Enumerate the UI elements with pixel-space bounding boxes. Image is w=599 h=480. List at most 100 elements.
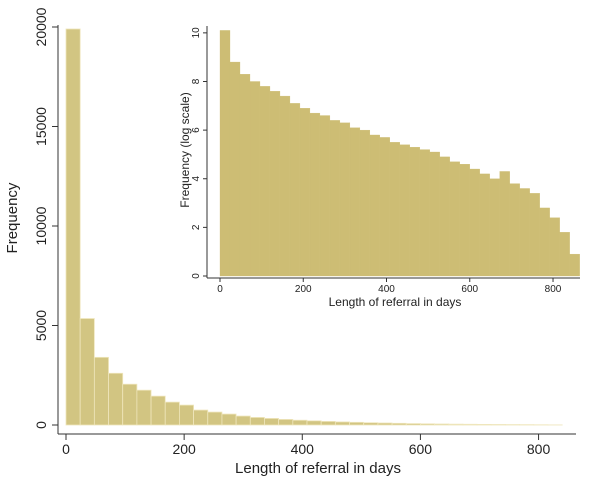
inset-y-tick-label: 8 [191, 78, 202, 84]
main-y-tick-label: 15000 [33, 107, 49, 146]
main-y-axis-title: Frequency [4, 182, 21, 253]
main-x-tick-label: 800 [527, 441, 551, 457]
inset-y-ticks: 0 2 4 6 8 10 [191, 27, 207, 279]
inset-bar [439, 156, 450, 277]
inset-bar [369, 134, 380, 277]
inset-y-tick-label: 6 [191, 127, 202, 133]
inset-bar [279, 95, 291, 277]
inset-bar [359, 129, 371, 277]
main-bar [434, 423, 450, 426]
inset-bar [549, 217, 560, 277]
main-bar [207, 411, 223, 426]
inset-y-axis-title: Frequency (log scale) [178, 92, 192, 207]
main-bar [193, 409, 209, 426]
main-bar [334, 421, 350, 426]
main-bar [490, 424, 506, 426]
main-bar [136, 389, 152, 426]
inset-x-tick-label: 400 [378, 284, 395, 295]
inset-bar [539, 207, 550, 277]
inset-bar [229, 61, 241, 277]
inset-bar [499, 171, 510, 277]
inset-bar [399, 144, 410, 277]
main-bar [179, 404, 194, 426]
inset-y-tick-label: 10 [191, 27, 202, 39]
main-bar [476, 423, 492, 426]
main-y-tick-label: 0 [33, 421, 49, 429]
inset-bar [389, 142, 400, 277]
main-bar [93, 356, 109, 426]
main-bar [278, 419, 294, 426]
inset-x-tick-label: 600 [461, 284, 478, 295]
inset-bar [469, 168, 480, 277]
inset-bar [289, 103, 301, 277]
inset-x-ticks: 0 200 400 600 800 [217, 278, 562, 295]
inset-bar [449, 161, 460, 277]
inset-bar [319, 115, 331, 277]
inset-bar [559, 232, 570, 277]
inset-bar [419, 149, 430, 277]
main-bar [448, 423, 464, 426]
inset-bar [249, 81, 261, 277]
main-bar [405, 423, 421, 426]
inset-histogram: 0 2 4 6 8 10 0 200 400 600 800 Length of referral… [172, 10, 582, 315]
inset-bar [259, 86, 271, 277]
main-bar [306, 420, 322, 426]
main-bar [320, 421, 336, 426]
inset-bar [519, 188, 530, 277]
main-bars [65, 28, 563, 426]
inset-y-tick-label: 2 [191, 224, 202, 230]
main-x-tick-label: 0 [62, 441, 70, 457]
main-x-axis-title: Length of referral in days [235, 460, 401, 477]
inset-bar [309, 112, 321, 277]
main-bar [122, 383, 138, 426]
main-bar [264, 418, 280, 426]
inset-bar [329, 120, 341, 277]
main-bar [249, 417, 265, 426]
main-x-tick-label: 400 [291, 441, 315, 457]
inset-bar [479, 173, 490, 277]
inset-bar [529, 193, 540, 277]
main-bar [363, 422, 379, 426]
inset-bar [459, 164, 470, 277]
inset-bar [569, 253, 580, 277]
main-y-tick-label: 10000 [33, 206, 49, 245]
main-bar [65, 28, 81, 426]
main-bar [79, 318, 95, 426]
main-bar [164, 401, 180, 426]
inset-bar [379, 137, 390, 277]
inset-bar [339, 122, 351, 277]
inset-bar [239, 74, 251, 277]
main-bar [420, 423, 436, 426]
main-bar [377, 422, 393, 426]
main-y-ticks: 0 5000 10000 15000 20000 [33, 7, 58, 429]
main-x-tick-label: 600 [409, 441, 433, 457]
inset-bar [269, 91, 281, 277]
inset-bar [429, 151, 440, 277]
inset-x-axis-title: Length of referral in days [329, 295, 462, 309]
inset-x-tick-label: 200 [295, 284, 312, 295]
inset-x-tick-label: 0 [217, 284, 223, 295]
main-y-tick-label: 20000 [33, 7, 49, 46]
inset-bar [349, 127, 361, 277]
main-bar [150, 395, 166, 426]
inset-bar [509, 183, 520, 277]
inset-bar [489, 178, 500, 277]
inset-bar [219, 30, 231, 277]
main-x-ticks: 0 200 400 600 800 [62, 434, 550, 457]
main-bar [221, 413, 237, 426]
inset-y-tick-label: 4 [191, 176, 202, 182]
main-bar [462, 423, 478, 426]
main-bar [235, 415, 251, 426]
main-x-tick-label: 200 [172, 441, 196, 457]
inset-x-tick-label: 800 [545, 284, 562, 295]
main-bar [391, 422, 407, 426]
main-bar [108, 372, 124, 426]
inset-bar [409, 146, 420, 277]
inset-y-tick-label: 0 [191, 273, 202, 279]
main-bar [292, 419, 308, 426]
main-bar [349, 421, 365, 426]
inset-bar [299, 108, 311, 277]
inset-bars [219, 30, 580, 277]
